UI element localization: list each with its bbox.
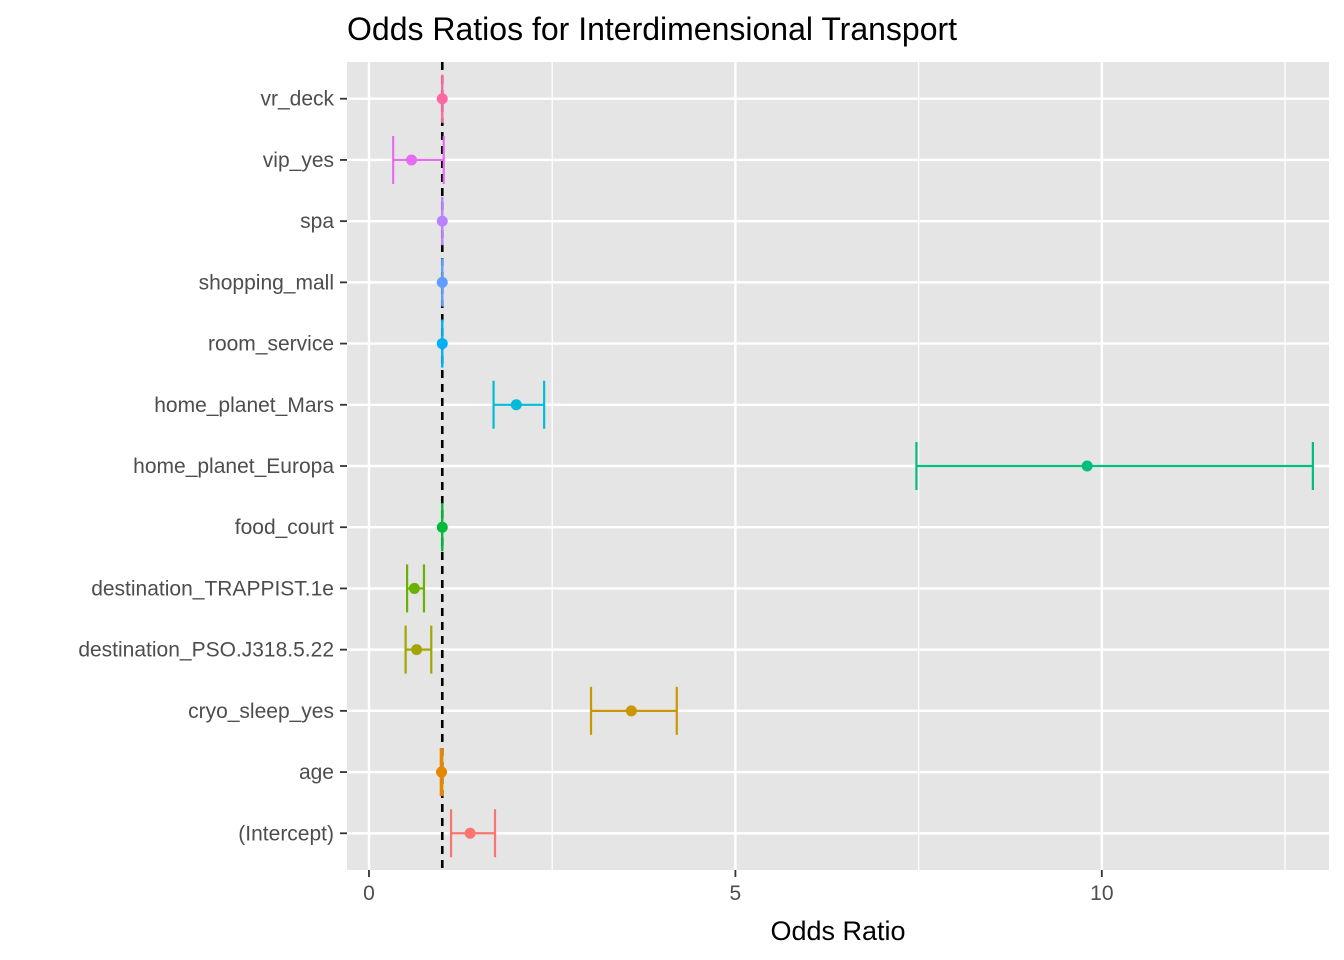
- point-1: [436, 766, 448, 778]
- point-5: [436, 521, 448, 533]
- y-tick-label-9: shopping_mall: [199, 271, 334, 294]
- point-2: [625, 705, 637, 717]
- point-4: [408, 582, 420, 594]
- term-7: [492, 380, 546, 429]
- point-12: [436, 93, 448, 105]
- point-9: [436, 276, 448, 288]
- chart-title: Odds Ratios for Interdimensional Transpo…: [347, 11, 957, 47]
- point-10: [436, 215, 448, 227]
- y-tick-label-11: vip_yes: [263, 149, 334, 172]
- y-tick-label-6: home_planet_Europa: [133, 455, 334, 478]
- point-11: [405, 154, 417, 166]
- term-6: [915, 442, 1314, 490]
- point-0: [464, 827, 476, 839]
- x-tick-label-0: 0: [363, 882, 375, 905]
- point-8: [436, 338, 448, 350]
- term-8: [436, 319, 448, 368]
- term-12: [436, 74, 448, 123]
- term-4: [405, 564, 426, 613]
- grid-lines: [347, 62, 1329, 870]
- y-tick-label-8: room_service: [208, 333, 334, 356]
- point-7: [510, 399, 522, 411]
- x-axis-title: Odds Ratio: [770, 916, 905, 946]
- y-tick-label-0: (Intercept): [238, 822, 334, 845]
- x-tick-label-1: 5: [730, 882, 742, 905]
- axis-layer: (Intercept) age cryo_sleep_yes destination_…: [78, 88, 1113, 905]
- term-10: [436, 197, 448, 246]
- term-9: [436, 258, 448, 307]
- point-3: [411, 644, 423, 656]
- term-0: [449, 809, 497, 858]
- term-3: [404, 625, 433, 674]
- term-2: [589, 686, 678, 735]
- data-layer: [392, 74, 1314, 858]
- y-tick-label-12: vr_deck: [260, 88, 334, 111]
- y-tick-label-4: destination_TRAPPIST.1e: [91, 577, 334, 600]
- y-tick-label-7: home_planet_Mars: [154, 394, 334, 417]
- y-tick-label-1: age: [299, 761, 334, 784]
- term-11: [392, 135, 445, 184]
- point-6: [1081, 460, 1093, 472]
- term-5: [436, 503, 448, 552]
- y-tick-label-2: cryo_sleep_yes: [188, 700, 334, 723]
- y-tick-label-3: destination_PSO.J318.5.22: [78, 639, 334, 662]
- y-tick-label-5: food_court: [235, 516, 334, 539]
- term-1: [436, 748, 448, 797]
- x-tick-label-2: 10: [1090, 882, 1113, 905]
- y-tick-label-10: spa: [300, 210, 334, 233]
